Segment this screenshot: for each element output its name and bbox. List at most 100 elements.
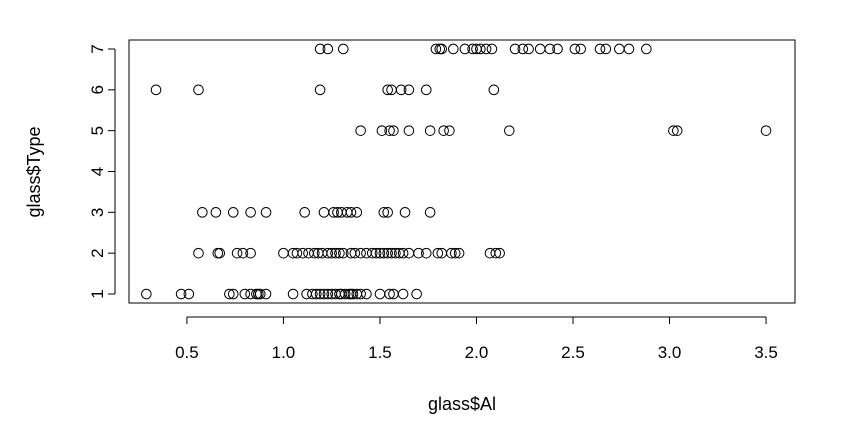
data-point bbox=[355, 288, 366, 300]
data-point bbox=[534, 43, 546, 55]
data-point bbox=[397, 288, 409, 300]
data-point bbox=[444, 125, 455, 136]
data-point bbox=[384, 288, 395, 300]
data-point bbox=[245, 207, 256, 218]
data-point bbox=[488, 84, 500, 96]
data-point bbox=[310, 288, 322, 300]
y-tick-label: 5 bbox=[88, 126, 107, 135]
data-point bbox=[420, 84, 432, 96]
data-point bbox=[193, 247, 204, 259]
data-point bbox=[376, 125, 388, 136]
data-point bbox=[237, 247, 249, 259]
data-point bbox=[374, 288, 386, 300]
data-point bbox=[403, 84, 415, 96]
data-point bbox=[641, 43, 652, 55]
data-point bbox=[614, 43, 625, 55]
x-tick-label: 0.5 bbox=[175, 343, 199, 362]
data-point bbox=[575, 43, 587, 55]
data-point bbox=[436, 43, 448, 55]
data-point bbox=[382, 207, 393, 218]
data-point bbox=[334, 247, 345, 259]
x-tick-label: 1.0 bbox=[272, 343, 296, 362]
y-tick-label: 7 bbox=[88, 44, 107, 53]
y-axis-label: glass$Type bbox=[24, 126, 44, 217]
x-axis-label: glass$Al bbox=[428, 394, 496, 414]
data-point bbox=[378, 207, 390, 218]
data-point bbox=[227, 288, 239, 300]
data-point bbox=[260, 207, 272, 218]
data-point bbox=[299, 207, 310, 218]
data-point bbox=[399, 207, 411, 218]
data-point bbox=[397, 247, 409, 259]
data-point bbox=[382, 84, 393, 96]
data-point bbox=[309, 247, 320, 259]
data-point bbox=[349, 247, 361, 259]
data-point bbox=[307, 288, 318, 300]
plot-frame bbox=[128, 39, 796, 304]
data-point bbox=[378, 247, 390, 259]
x-axis: 0.5 1.0 1.5 2.0 2.5 3.0 3.5 bbox=[175, 316, 778, 362]
data-point bbox=[214, 247, 226, 259]
data-point bbox=[386, 247, 397, 259]
data-point bbox=[175, 288, 187, 300]
data-point bbox=[446, 247, 457, 259]
x-tick-label: 3.5 bbox=[754, 343, 778, 362]
x-tick-label: 2.5 bbox=[561, 343, 585, 362]
data-point bbox=[361, 247, 372, 259]
data-point bbox=[467, 43, 478, 55]
data-point bbox=[314, 84, 326, 96]
data-point bbox=[486, 43, 498, 55]
data-point bbox=[480, 43, 492, 55]
data-point bbox=[374, 247, 386, 259]
data-point bbox=[449, 247, 461, 259]
data-point bbox=[432, 247, 444, 259]
data-point bbox=[448, 43, 459, 55]
data-point bbox=[337, 247, 349, 259]
data-point bbox=[552, 43, 563, 55]
data-point bbox=[475, 43, 486, 55]
data-point bbox=[347, 288, 359, 300]
data-point bbox=[287, 288, 299, 300]
y-tick-label: 4 bbox=[88, 167, 107, 176]
y-tick-label: 1 bbox=[88, 289, 107, 298]
x-tick-label: 3.0 bbox=[658, 343, 682, 362]
data-point bbox=[210, 207, 222, 218]
data-point bbox=[260, 288, 272, 300]
data-point bbox=[453, 247, 465, 259]
data-point bbox=[326, 247, 337, 259]
data-point bbox=[291, 247, 303, 259]
data-point bbox=[569, 43, 581, 55]
data-point bbox=[303, 247, 314, 259]
y-tick-label: 2 bbox=[88, 248, 107, 257]
data-point bbox=[314, 43, 326, 55]
data-point bbox=[361, 288, 372, 300]
data-point bbox=[509, 43, 521, 55]
x-tick-label: 2.0 bbox=[465, 343, 489, 362]
data-point bbox=[197, 207, 208, 218]
data-point bbox=[390, 247, 401, 259]
data-point bbox=[420, 247, 432, 259]
data-point bbox=[517, 43, 529, 55]
data-point bbox=[395, 84, 407, 96]
data-point bbox=[430, 43, 442, 55]
data-point bbox=[355, 125, 366, 136]
data-point bbox=[459, 43, 471, 55]
data-point bbox=[318, 207, 330, 218]
data-point bbox=[301, 288, 312, 300]
data-point bbox=[388, 125, 399, 136]
data-point bbox=[523, 43, 534, 55]
data-point bbox=[239, 288, 251, 300]
data-point bbox=[503, 125, 515, 136]
data-point bbox=[351, 207, 363, 218]
data-point bbox=[382, 247, 393, 259]
data-point bbox=[227, 207, 239, 218]
data-point bbox=[278, 247, 289, 259]
data-point bbox=[193, 84, 204, 96]
data-point bbox=[150, 84, 162, 96]
data-point bbox=[245, 247, 256, 259]
data-point bbox=[322, 43, 334, 55]
y-tick-label: 6 bbox=[88, 85, 107, 94]
data-point bbox=[224, 288, 235, 300]
data-point bbox=[254, 288, 266, 300]
